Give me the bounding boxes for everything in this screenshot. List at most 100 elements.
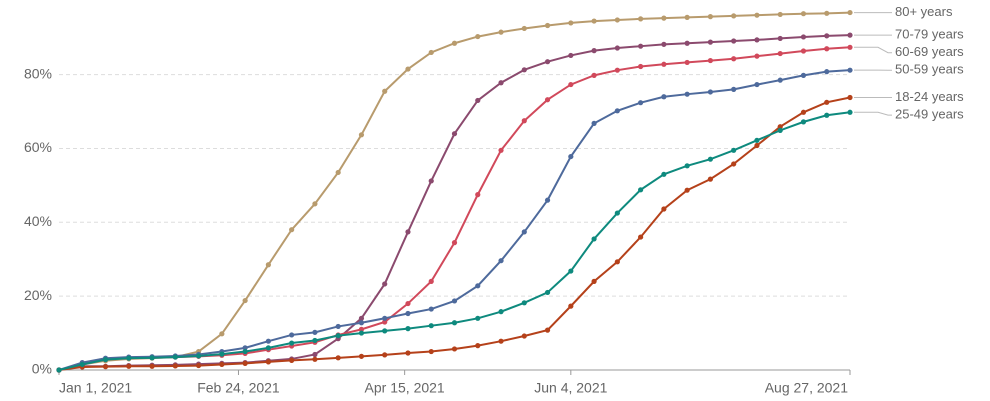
- data-point: [661, 94, 667, 100]
- data-point: [591, 120, 597, 126]
- data-point: [661, 206, 667, 212]
- data-point: [568, 20, 574, 26]
- data-point: [544, 97, 551, 103]
- data-point: [405, 229, 411, 235]
- data-point: [591, 72, 597, 78]
- data-point: [289, 357, 295, 363]
- data-point: [591, 18, 597, 24]
- data-point: [265, 345, 271, 351]
- data-point: [242, 297, 248, 304]
- data-point: [777, 124, 783, 130]
- data-point: [847, 67, 853, 73]
- data-point: [475, 33, 481, 40]
- data-point: [568, 81, 574, 88]
- data-point: [754, 53, 760, 59]
- data-point: [731, 147, 737, 153]
- data-point: [638, 16, 644, 22]
- data-point: [544, 59, 551, 65]
- data-point: [358, 326, 365, 332]
- data-point: [382, 281, 388, 287]
- data-point: [498, 29, 504, 35]
- data-point: [638, 100, 644, 106]
- legend-label: 18-24 years: [895, 89, 964, 104]
- data-point: [451, 320, 458, 326]
- data-point: [498, 80, 504, 86]
- data-point: [335, 323, 341, 330]
- data-point: [707, 89, 714, 95]
- data-point: [614, 45, 620, 51]
- data-point: [568, 303, 574, 309]
- data-point: [568, 52, 574, 59]
- data-point: [382, 352, 388, 358]
- legend-label: 25-49 years: [895, 107, 964, 122]
- data-point: [731, 161, 737, 167]
- legend-leader: [854, 46, 892, 54]
- data-point: [382, 328, 388, 334]
- data-point: [475, 283, 481, 289]
- data-point: [707, 57, 714, 64]
- data-point: [614, 210, 620, 216]
- data-point: [638, 234, 644, 240]
- data-point: [731, 86, 737, 92]
- data-point: [754, 81, 760, 88]
- data-point: [242, 345, 248, 351]
- data-point: [428, 348, 434, 355]
- data-point: [847, 9, 853, 16]
- data-point: [824, 10, 830, 16]
- data-point: [544, 327, 551, 333]
- data-point: [731, 13, 737, 19]
- data-point: [405, 300, 411, 307]
- data-point: [451, 346, 458, 352]
- data-point: [358, 315, 365, 321]
- data-point: [824, 112, 830, 118]
- data-point: [79, 361, 85, 368]
- data-point: [405, 66, 411, 72]
- data-point: [824, 33, 830, 39]
- data-point: [684, 91, 690, 97]
- data-point: [707, 176, 714, 182]
- data-point: [521, 333, 527, 339]
- data-point: [498, 338, 504, 344]
- x-tick-label: Feb 24, 2021: [197, 380, 280, 396]
- data-point: [172, 363, 178, 369]
- legend-leader: [854, 111, 892, 116]
- data-point: [800, 72, 807, 78]
- data-point: [242, 360, 248, 366]
- data-point: [544, 289, 551, 296]
- data-point: [312, 329, 318, 335]
- data-point: [521, 67, 527, 73]
- data-point: [102, 357, 109, 363]
- data-point: [847, 32, 853, 38]
- data-point: [498, 258, 504, 264]
- data-point: [265, 338, 271, 344]
- data-point: [289, 340, 295, 346]
- data-point: [800, 109, 807, 115]
- data-point: [777, 35, 783, 42]
- data-point: [289, 227, 295, 233]
- x-tick-label: Jan 1, 2021: [59, 380, 132, 396]
- data-point: [638, 43, 644, 49]
- data-point: [800, 48, 807, 54]
- data-point: [754, 12, 760, 18]
- data-point: [219, 331, 225, 337]
- y-tick-label: 20%: [24, 287, 52, 303]
- data-point: [312, 201, 318, 207]
- data-point: [498, 309, 504, 315]
- legend-label: 80+ years: [895, 4, 953, 19]
- data-point: [405, 310, 411, 317]
- data-point: [126, 355, 132, 361]
- data-point: [754, 137, 760, 143]
- data-point: [428, 323, 434, 329]
- data-point: [638, 63, 644, 70]
- data-point: [475, 315, 481, 321]
- data-point: [707, 156, 714, 162]
- data-point: [265, 359, 271, 365]
- data-point: [358, 330, 365, 336]
- data-point: [544, 22, 551, 29]
- data-point: [661, 171, 667, 177]
- data-point: [382, 88, 388, 94]
- data-point: [335, 169, 341, 176]
- y-tick-label: 40%: [24, 213, 52, 229]
- data-point: [358, 132, 365, 138]
